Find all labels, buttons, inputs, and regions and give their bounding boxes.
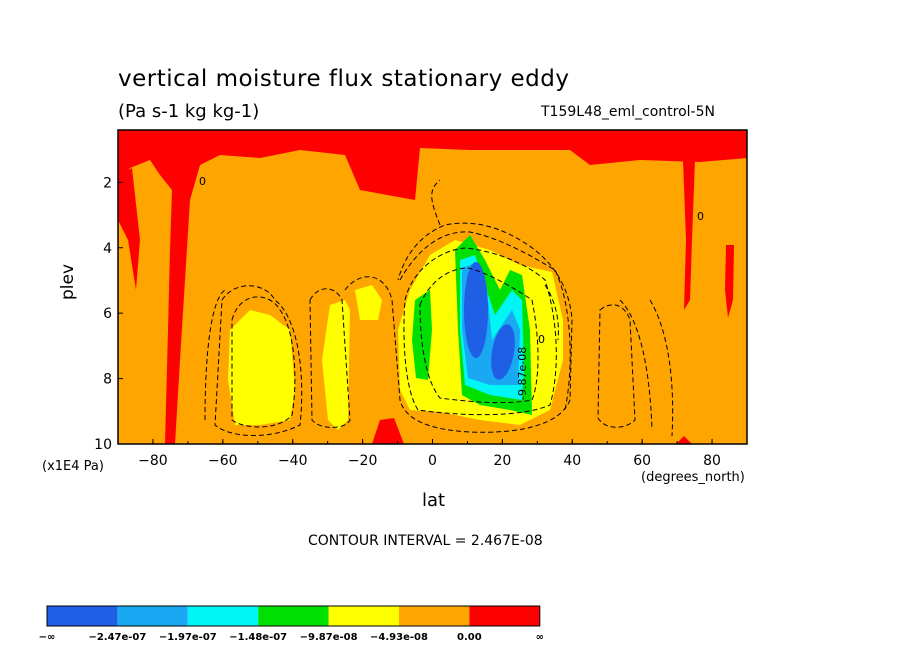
x-tick-label: 0 <box>428 453 437 469</box>
x-axis-units: (degrees_north) <box>641 470 745 485</box>
negative-contour-line-9 <box>597 304 636 428</box>
colorbar-swatch <box>187 606 259 626</box>
level-neg1-west <box>228 310 295 425</box>
colorbar-label: −2.47e-07 <box>88 632 146 643</box>
x-tick-label: 20 <box>493 453 511 469</box>
negative-contour-line-3 <box>204 289 226 421</box>
x-tick-label: −60 <box>208 453 238 469</box>
negative-contour-line-4 <box>309 288 351 428</box>
y-axis-units: (x1E4 Pa) <box>42 459 104 474</box>
colorbar-swatch <box>258 606 329 626</box>
x-tick-label: −20 <box>348 453 378 469</box>
inline-contour-label: 0 <box>199 175 206 188</box>
colorbar-frame <box>46 605 541 627</box>
colorbar-label: 0.00 <box>457 632 482 643</box>
negative-contour-line-10 <box>619 299 653 431</box>
inline-contour-label: -9.87e-08 <box>516 347 529 400</box>
inline-contour-label: 0 <box>697 210 704 223</box>
x-tick-label: 40 <box>563 453 581 469</box>
colorbar-label: −1.48e-07 <box>229 632 287 643</box>
run-label: T159L48_eml_control-5N <box>541 104 715 120</box>
level-neg1-mid <box>322 300 350 430</box>
colorbar-label: ∞ <box>536 632 544 643</box>
x-tick-label: 80 <box>703 453 721 469</box>
negative-contour-line-13 <box>544 284 559 341</box>
x-tick-label: −40 <box>278 453 308 469</box>
positive-region-bottom-right <box>676 436 692 444</box>
inline-contour-label: 0 <box>538 333 545 346</box>
level-neg2-west <box>412 290 432 380</box>
colorbar-label: −4.93e-08 <box>370 632 428 643</box>
contour-interval-text: CONTOUR INTERVAL = 2.467E-08 <box>308 533 543 549</box>
colorbar-swatch <box>117 606 188 626</box>
x-axis-label: lat <box>422 490 446 511</box>
colorbar-swatch <box>469 606 540 626</box>
level-neg1-small <box>355 285 382 320</box>
negative-contour-line-1 <box>231 296 296 428</box>
colorbar-label: −∞ <box>39 632 56 643</box>
chart-title: vertical moisture flux stationary eddy <box>118 66 570 92</box>
negative-contour-line-6 <box>399 231 571 411</box>
negative-contour-line-5 <box>344 222 573 433</box>
x-tick-label: −80 <box>138 453 168 469</box>
y-tick-label: 10 <box>94 437 112 453</box>
colorbar-swatch <box>47 606 118 626</box>
y-tick-label: 4 <box>103 241 112 257</box>
colorbar-swatch <box>399 606 470 626</box>
negative-contour-line-8 <box>419 267 539 404</box>
negative-contour-line-11 <box>649 299 674 437</box>
positive-region-right <box>683 160 695 310</box>
colorbar-label: −9.87e-08 <box>300 632 358 643</box>
level-neg5-north <box>464 262 488 358</box>
positive-region-bottom <box>372 418 404 444</box>
colorbar-swatch <box>328 606 399 626</box>
level-neg5-south <box>491 324 515 380</box>
positive-region-left <box>118 168 140 290</box>
y-tick-label: 2 <box>103 175 112 191</box>
y-tick-label: 6 <box>103 306 112 322</box>
chart-subtitle: (Pa s-1 kg kg-1) <box>118 101 260 122</box>
x-tick-label: 60 <box>633 453 651 469</box>
negative-contour-line-7 <box>403 247 557 416</box>
positive-region-far-right <box>725 245 734 318</box>
negative-contour-line-2 <box>214 285 303 436</box>
colorbar-label: −1.97e-07 <box>159 632 217 643</box>
y-tick-label: 8 <box>103 372 112 388</box>
